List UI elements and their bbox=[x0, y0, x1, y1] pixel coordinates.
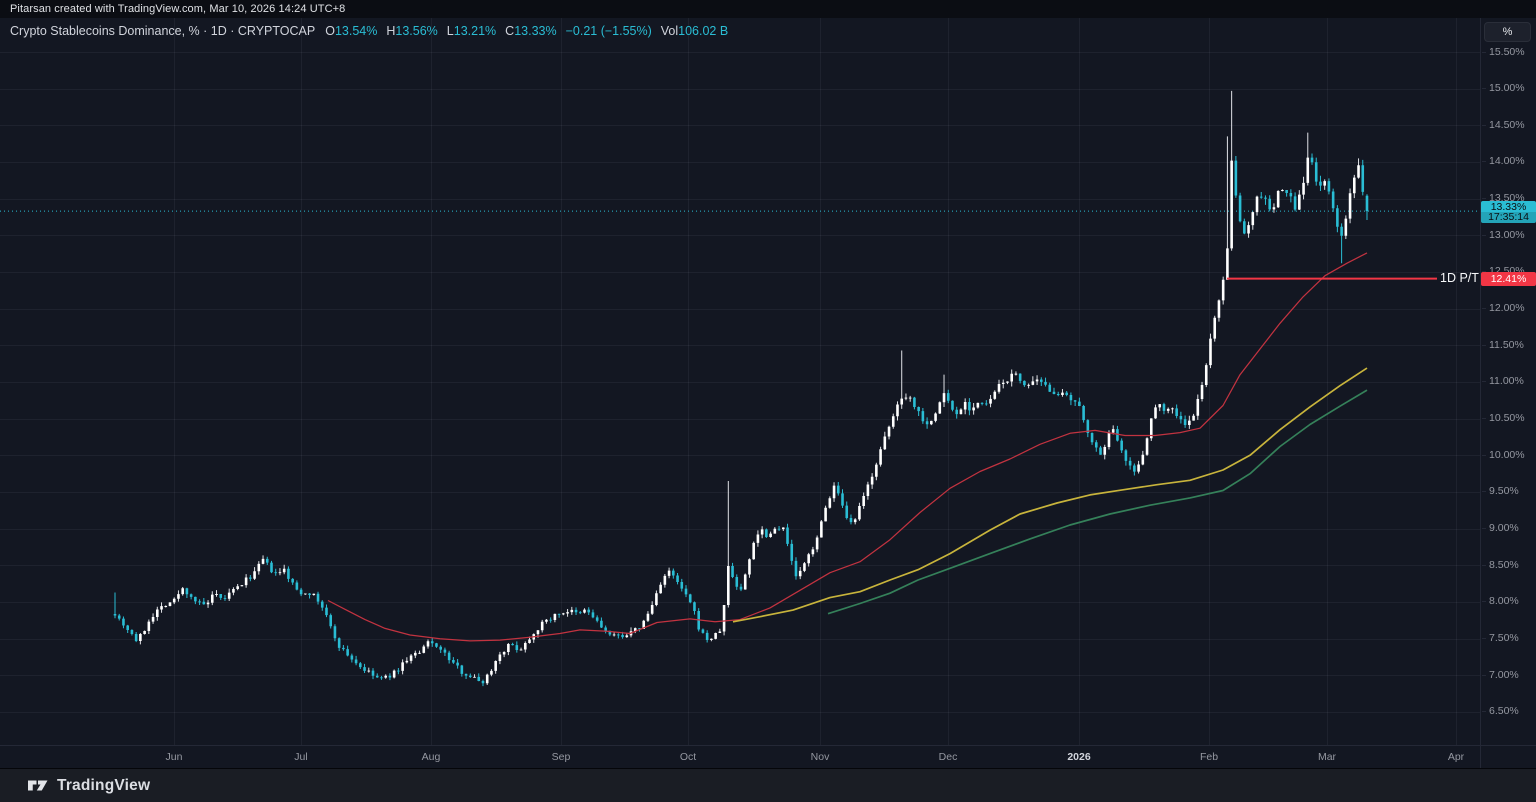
time-axis[interactable]: Jun Jul Aug Sep Oct Nov Dec 2026 Feb Mar Apr bbox=[0, 746, 1481, 768]
symbol-title[interactable]: Crypto Stablecoins Dominance, % · 1D · C… bbox=[10, 24, 316, 38]
ma-mid-yellow bbox=[732, 367, 1368, 623]
high-label: H bbox=[386, 24, 396, 38]
price-tick: 7.00% bbox=[1482, 668, 1519, 681]
time-tick: Jun bbox=[165, 751, 183, 763]
price-tick: 9.50% bbox=[1482, 485, 1519, 498]
grid bbox=[0, 18, 1481, 745]
change-value: −0.21 (−1.55%) bbox=[565, 24, 652, 38]
price-tick: 11.50% bbox=[1482, 338, 1524, 351]
low-label: L bbox=[446, 24, 454, 38]
open-label: O bbox=[325, 24, 335, 38]
price-tick: 11.00% bbox=[1482, 375, 1524, 388]
percent-mode-label: % bbox=[1502, 26, 1513, 38]
price-tick: 8.50% bbox=[1482, 558, 1519, 571]
bar-countdown: 17:35:14 bbox=[1481, 212, 1536, 224]
close-value: 13.33% bbox=[514, 24, 557, 38]
time-tick: Sep bbox=[551, 751, 571, 763]
volume-label: Vol bbox=[660, 24, 679, 38]
time-tick: Oct bbox=[679, 751, 697, 763]
price-scale-mode-button[interactable]: % bbox=[1484, 22, 1531, 42]
current-price-value: 13.33% bbox=[1490, 201, 1527, 214]
price-tick: 13.50% bbox=[1482, 192, 1525, 205]
footer-bar: TradingView bbox=[0, 769, 1536, 802]
current-price-badge: 13.33% 17:35:14 bbox=[1481, 201, 1536, 224]
time-tick: Dec bbox=[938, 751, 958, 763]
price-tick: 7.50% bbox=[1482, 632, 1519, 645]
symbol-header: Crypto Stablecoins Dominance, % · 1D · C… bbox=[10, 23, 737, 39]
price-axis[interactable]: 15.50%15.00%14.50%14.00%13.50%13.00%12.5… bbox=[1481, 0, 1536, 768]
footer-divider bbox=[0, 768, 1536, 769]
high-value: 13.56% bbox=[395, 24, 438, 38]
volume-group: Vol106.02 B bbox=[661, 24, 728, 38]
watermark-bar: Pitarsan created with TradingView.com, M… bbox=[0, 0, 1536, 18]
close-label: C bbox=[505, 24, 515, 38]
time-tick: 2026 bbox=[1067, 751, 1091, 763]
tradingview-brand-text: TradingView bbox=[57, 776, 151, 794]
pt-price-badge: 12.41% bbox=[1481, 271, 1536, 286]
watermark-text: Pitarsan created with TradingView.com, M… bbox=[10, 3, 346, 15]
price-tick: 6.50% bbox=[1482, 705, 1519, 718]
time-tick: Mar bbox=[1317, 751, 1337, 763]
time-axis-border bbox=[0, 745, 1536, 746]
price-tick: 10.00% bbox=[1482, 448, 1525, 461]
ma-slow-green bbox=[827, 389, 1368, 615]
time-tick: Jul bbox=[294, 751, 308, 763]
open-value: 13.54% bbox=[334, 24, 378, 38]
tradingview-link[interactable]: TradingView bbox=[28, 777, 150, 795]
price-tick: 15.50% bbox=[1482, 45, 1525, 58]
price-tick: 8.00% bbox=[1482, 595, 1519, 608]
up-candle-wicks bbox=[139, 90, 1360, 686]
time-tick: Feb bbox=[1199, 751, 1219, 763]
price-tick: 12.00% bbox=[1482, 302, 1525, 315]
low-group: L13.21% bbox=[447, 24, 496, 38]
pt-line-label[interactable]: 1D P/T bbox=[1440, 270, 1479, 285]
time-tick: Apr bbox=[1447, 751, 1465, 763]
price-tick: 15.00% bbox=[1482, 82, 1525, 95]
time-tick: Aug bbox=[421, 751, 441, 763]
tradingview-logo-icon bbox=[28, 780, 48, 791]
price-tick: 10.50% bbox=[1482, 412, 1525, 425]
volume-value: 106.02 B bbox=[678, 24, 729, 38]
close-group: C13.33% bbox=[505, 24, 556, 38]
high-group: H13.56% bbox=[386, 24, 437, 38]
price-tick: 13.00% bbox=[1482, 228, 1525, 241]
ma-fast-red bbox=[327, 252, 1368, 642]
price-tick: 14.50% bbox=[1482, 118, 1525, 131]
open-group: O13.54% bbox=[325, 24, 377, 38]
price-axis-border bbox=[1480, 18, 1481, 768]
time-tick: Nov bbox=[810, 751, 830, 763]
low-value: 13.21% bbox=[453, 24, 497, 38]
price-tick: 14.00% bbox=[1482, 155, 1525, 168]
price-tick: 9.00% bbox=[1482, 522, 1519, 535]
